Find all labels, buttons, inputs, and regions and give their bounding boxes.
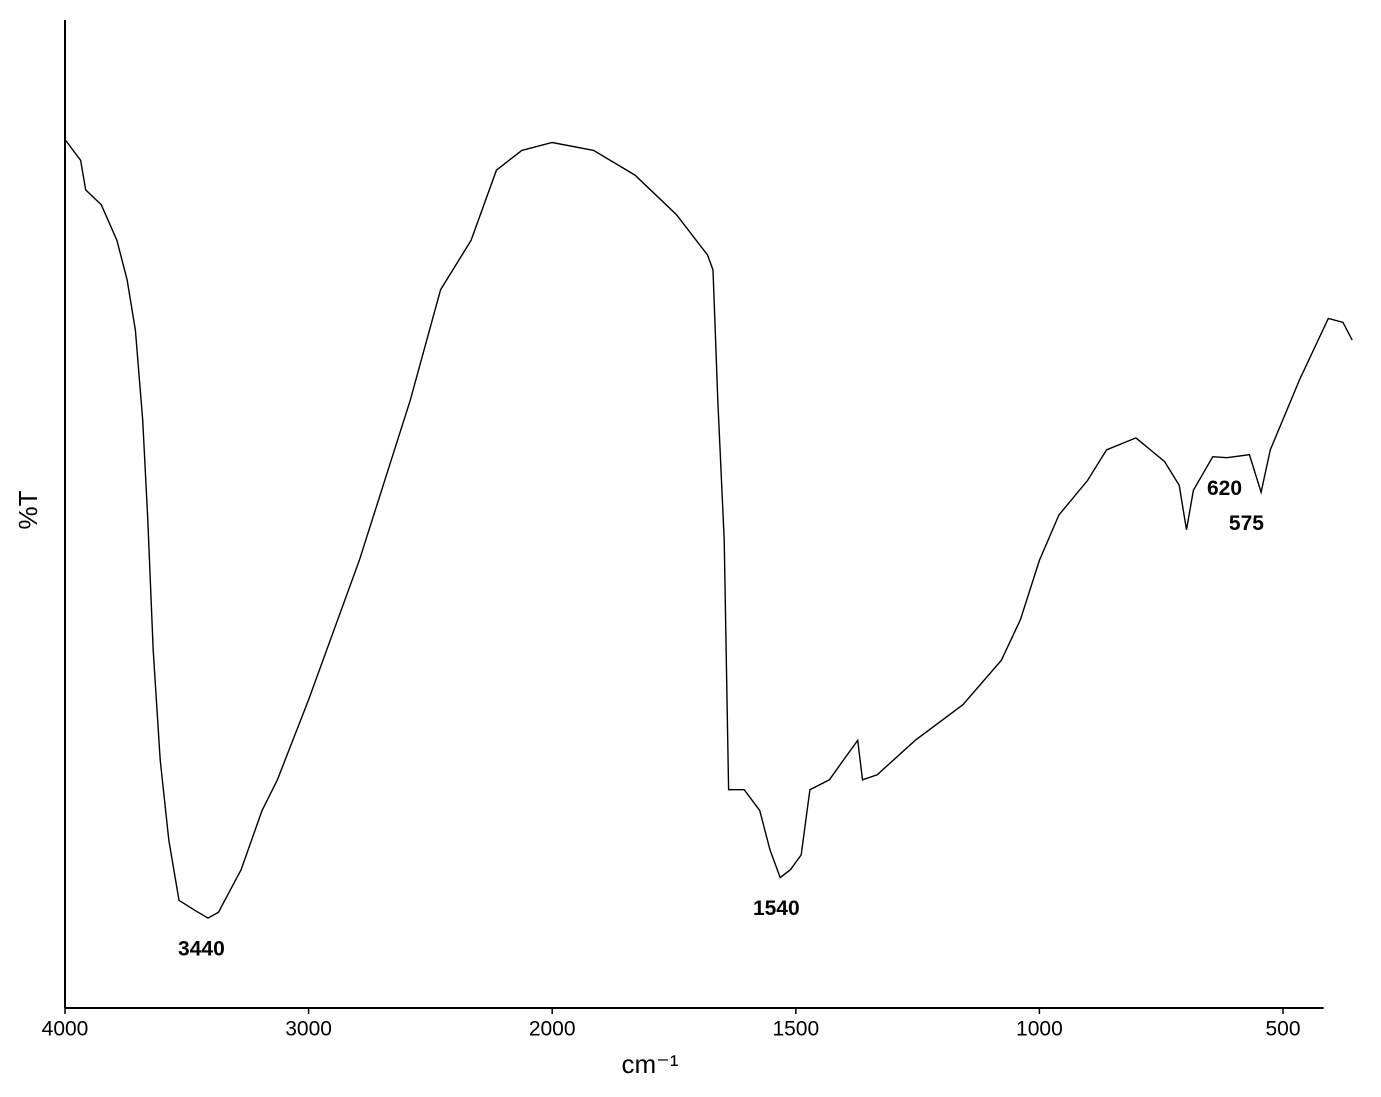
x-tick-label: 1500 xyxy=(772,1018,819,1041)
x-tick-label: 1000 xyxy=(1016,1018,1063,1041)
x-tick-label: 500 xyxy=(1265,1018,1300,1041)
spectrum-line xyxy=(64,139,1353,919)
peak-label: 3440 xyxy=(178,938,225,961)
x-tick-label: 2000 xyxy=(529,1018,576,1041)
x-axis-label: cm⁻¹ xyxy=(621,1049,678,1079)
x-tick-label: 4000 xyxy=(42,1018,89,1041)
x-tick-label: 3000 xyxy=(285,1018,332,1041)
peak-label: 620 xyxy=(1207,477,1242,500)
peak-label: 575 xyxy=(1229,512,1264,535)
y-axis-label: %T xyxy=(13,490,43,529)
peak-label: 1540 xyxy=(753,897,800,920)
